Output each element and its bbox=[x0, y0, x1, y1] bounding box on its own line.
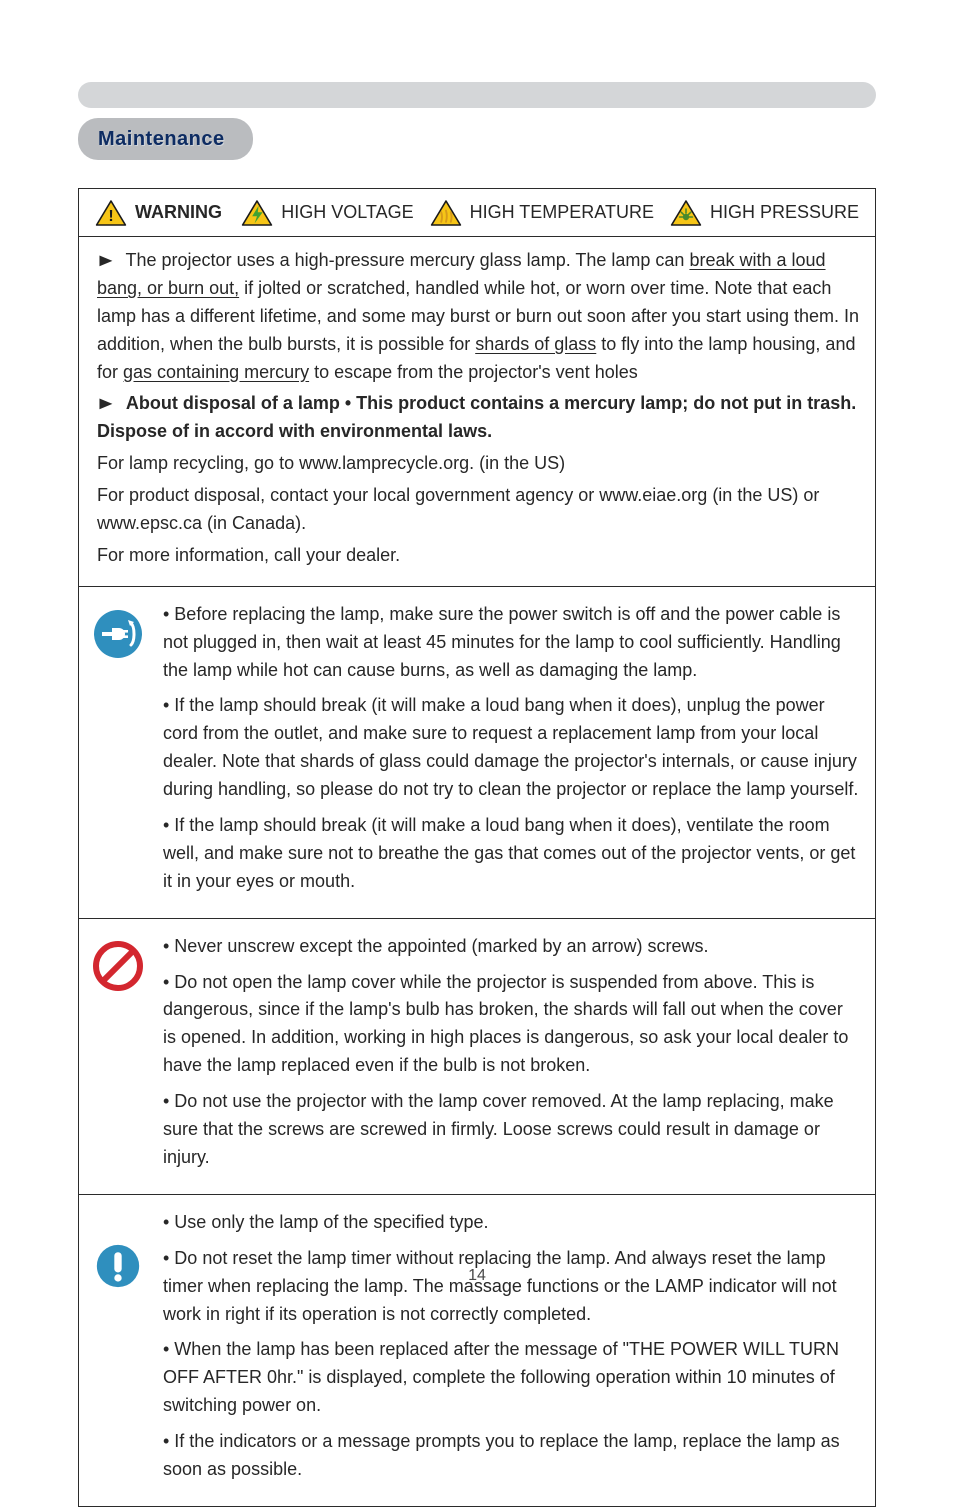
prohibit-icon bbox=[93, 941, 143, 991]
text: • Before replacing the lamp, make sure t… bbox=[163, 601, 859, 685]
label-high-voltage: HIGH VOLTAGE bbox=[277, 202, 419, 223]
warning-header-row: ! WARNING HIGH VOLTAGE HIGH TEMPERATURE bbox=[79, 189, 875, 237]
high-pressure-icon bbox=[670, 199, 702, 227]
high-voltage-icon bbox=[241, 199, 273, 227]
warning-triangle-icon: ! bbox=[95, 199, 127, 227]
high-temperature-icon bbox=[430, 199, 462, 227]
notice-icon-cell bbox=[79, 1195, 157, 1506]
text: • Do not use the projector with the lamp… bbox=[163, 1088, 859, 1172]
text: • Use only the lamp of the specified typ… bbox=[163, 1209, 859, 1237]
text-bold: About disposal of a lamp • This product … bbox=[97, 393, 856, 441]
warning-box: ! WARNING HIGH VOLTAGE HIGH TEMPERATURE bbox=[78, 188, 876, 1507]
header-bar bbox=[78, 82, 876, 108]
text: For lamp recycling, go to www.lamprecycl… bbox=[97, 450, 861, 478]
label-warning: WARNING bbox=[131, 202, 228, 223]
text-underlined: gas containing mercury bbox=[123, 362, 309, 382]
text: • Do not open the lamp cover while the p… bbox=[163, 969, 859, 1081]
label-high-temperature: HIGH TEMPERATURE bbox=[466, 202, 660, 223]
text: • Never unscrew except the appointed (ma… bbox=[163, 933, 859, 961]
text: For product disposal, contact your local… bbox=[97, 482, 861, 538]
bullet-arrow-icon: ► bbox=[95, 247, 116, 275]
notice-section: • Use only the lamp of the specified typ… bbox=[79, 1195, 875, 1506]
bullet-arrow-icon: ► bbox=[95, 390, 116, 418]
text: • Do not reset the lamp timer without re… bbox=[163, 1245, 859, 1329]
unplug-text: • Before replacing the lamp, make sure t… bbox=[157, 587, 875, 918]
prohibit-text: • Never unscrew except the appointed (ma… bbox=[157, 919, 875, 1194]
label-high-pressure: HIGH PRESSURE bbox=[706, 202, 863, 223]
text: • When the lamp has been replaced after … bbox=[163, 1336, 859, 1420]
unplug-icon bbox=[93, 609, 143, 659]
text: For more information, call your dealer. bbox=[97, 542, 861, 570]
unplug-section: • Before replacing the lamp, make sure t… bbox=[79, 587, 875, 919]
unplug-icon-cell bbox=[79, 587, 157, 918]
svg-text:!: ! bbox=[108, 208, 113, 225]
text: • If the indicators or a message prompts… bbox=[163, 1428, 859, 1484]
section-tag: Maintenance bbox=[78, 118, 253, 160]
text-underlined: shards of glass bbox=[475, 334, 596, 354]
text: • If the lamp should break (it will make… bbox=[163, 692, 859, 804]
page-number: 14 bbox=[0, 1267, 954, 1285]
prohibit-section: • Never unscrew except the appointed (ma… bbox=[79, 919, 875, 1195]
notice-text: • Use only the lamp of the specified typ… bbox=[157, 1195, 875, 1506]
text: to escape from the projector's vent hole… bbox=[314, 362, 638, 382]
text: • If the lamp should break (it will make… bbox=[163, 812, 859, 896]
prohibit-icon-cell bbox=[79, 919, 157, 1194]
lamp-warning-text: ► The projector uses a high-pressure mer… bbox=[79, 237, 875, 587]
text: The projector uses a high-pressure mercu… bbox=[126, 250, 690, 270]
page: Maintenance ! WARNING HIGH VOLTAGE HIGH … bbox=[0, 0, 954, 1339]
section-tag-label: Maintenance bbox=[98, 128, 225, 151]
